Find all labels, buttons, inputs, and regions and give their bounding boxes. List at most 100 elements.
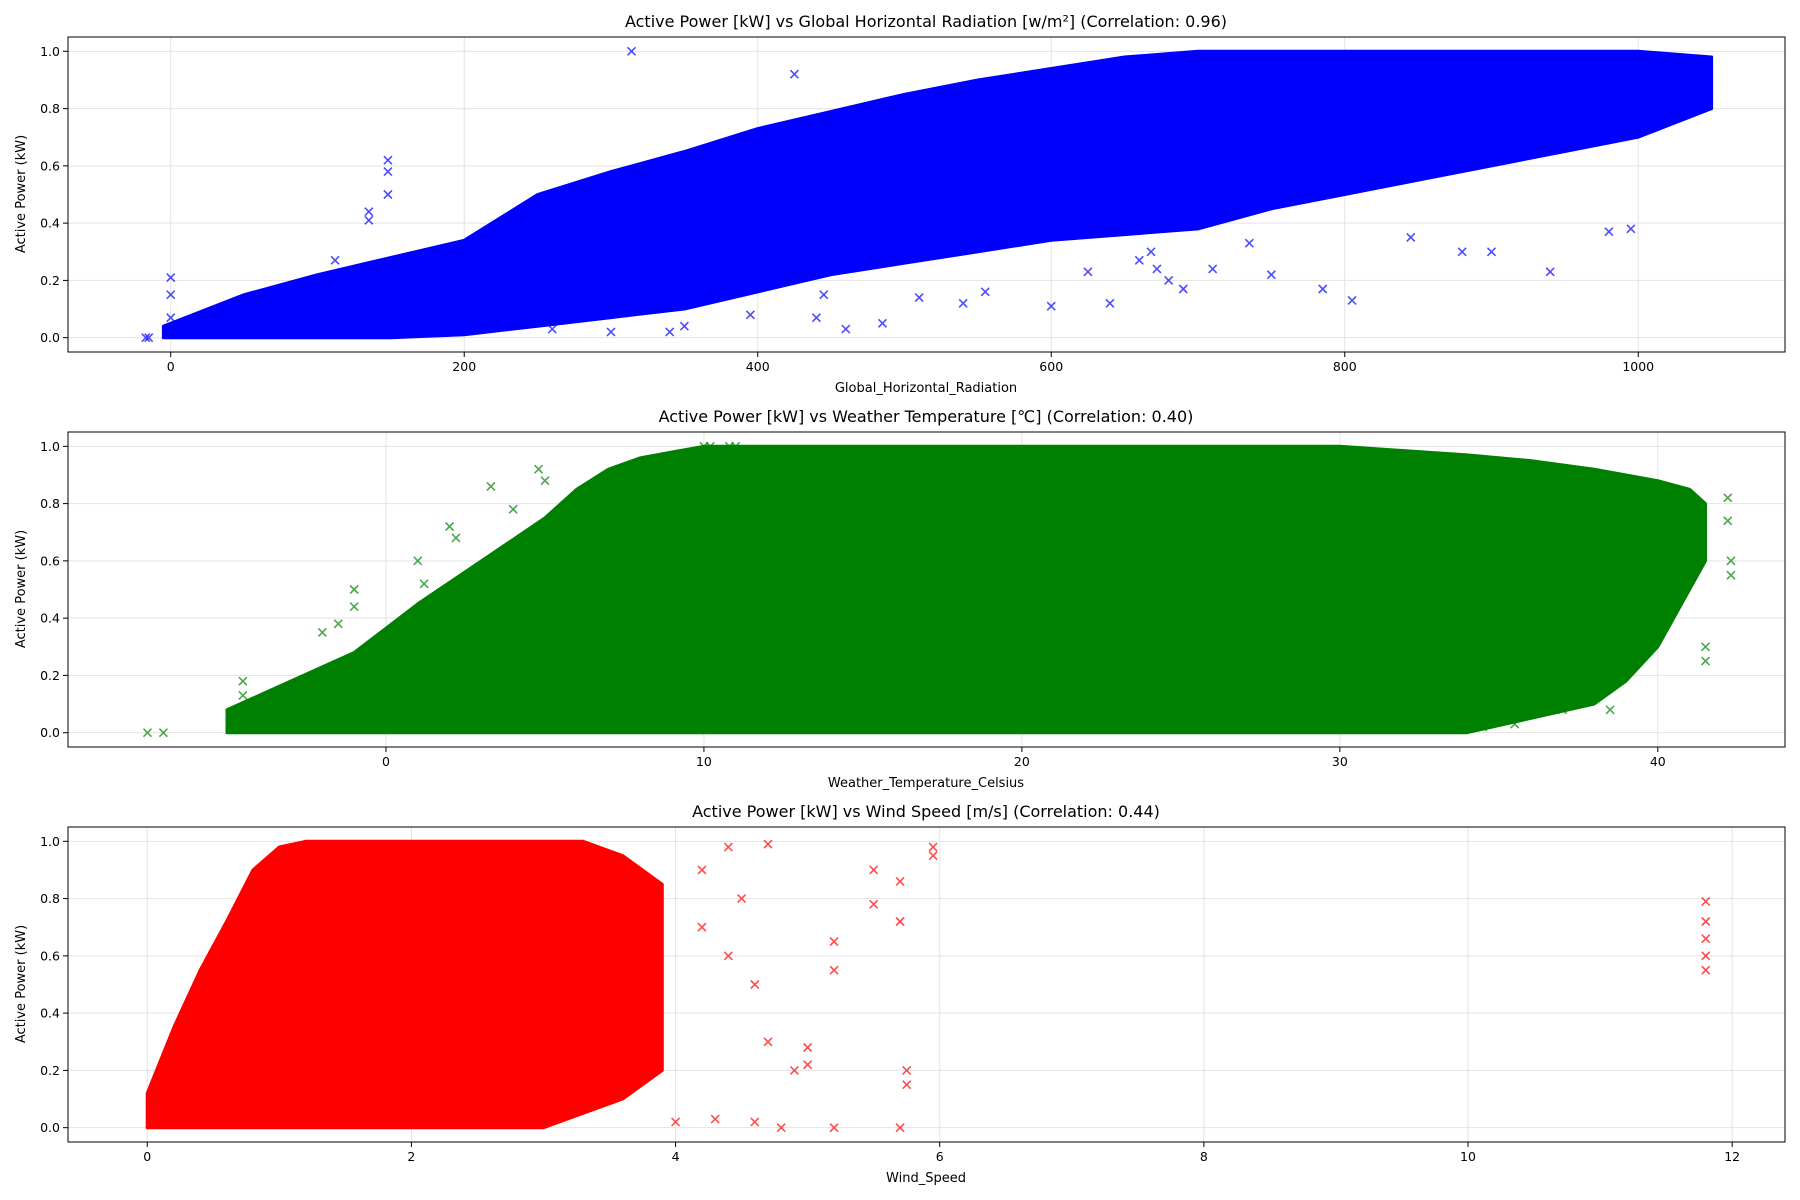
data-point — [1083, 267, 1093, 277]
data-point — [1605, 705, 1615, 715]
data-point — [1723, 493, 1733, 503]
data-point — [679, 321, 689, 331]
data-point — [1152, 264, 1162, 274]
axis-ticks: 0 2 4 6 8 10 12 0.0 0.2 0.4 0.6 0.8 1.0 — [40, 834, 1740, 1164]
data-point — [803, 1042, 813, 1053]
data-point — [547, 324, 557, 334]
data-point — [444, 521, 455, 532]
data-point — [1545, 267, 1555, 277]
x-tick-label: 10 — [1460, 1149, 1476, 1164]
data-point — [914, 293, 924, 303]
x-tick-label: 6 — [936, 1149, 944, 1164]
data-point — [776, 1123, 786, 1133]
data-point — [1318, 284, 1328, 294]
data-points — [141, 46, 1636, 343]
data-point — [928, 851, 938, 861]
data-point — [829, 965, 839, 975]
data-points — [142, 441, 1736, 738]
data-point — [980, 287, 990, 297]
y-tick-label: 0.6 — [40, 158, 60, 173]
data-point — [1347, 295, 1357, 306]
data-point — [166, 290, 176, 300]
y-tick-label: 0.0 — [40, 725, 60, 740]
data-point — [349, 602, 359, 612]
data-point — [540, 476, 550, 486]
x-tick-label: 4 — [672, 1149, 680, 1164]
x-tick-label: 600 — [1039, 359, 1063, 374]
point-cloud — [145, 839, 664, 1130]
x-axis-label: Wind_Speed — [886, 1171, 966, 1186]
data-band — [225, 444, 1707, 735]
data-point — [750, 979, 760, 990]
point-cloud — [161, 49, 1714, 340]
y-tick-label: 0.6 — [40, 948, 60, 963]
data-point — [238, 676, 248, 686]
temperature-scatter-panel: Active Power [kW] vs Weather Temperature… — [14, 407, 1786, 791]
y-tick-label: 0.2 — [40, 668, 60, 683]
data-point — [1669, 599, 1679, 609]
data-point — [745, 310, 755, 320]
data-point — [451, 533, 461, 543]
data-point — [811, 313, 822, 323]
data-point — [1478, 722, 1488, 732]
y-tick-label: 1.0 — [40, 834, 60, 849]
data-point — [902, 1065, 912, 1075]
data-point — [1208, 264, 1218, 274]
wind-speed-scatter-panel: Active Power [kW] vs Wind Speed [m/s] (C… — [14, 802, 1786, 1186]
data-point — [789, 69, 799, 79]
x-tick-label: 200 — [452, 359, 476, 374]
x-axis-label: Weather_Temperature_Celsius — [828, 776, 1024, 791]
data-point — [1701, 916, 1711, 927]
data-point — [1604, 227, 1614, 237]
data-point — [841, 324, 851, 334]
data-point — [665, 327, 675, 337]
data-point — [750, 1117, 760, 1127]
x-tick-label: 2 — [407, 1149, 415, 1164]
x-tick-label: 1000 — [1622, 359, 1654, 374]
x-tick-label: 12 — [1724, 1149, 1740, 1164]
data-point — [895, 876, 905, 886]
x-tick-label: 40 — [1650, 754, 1666, 769]
data-point — [534, 464, 544, 474]
data-point — [829, 936, 839, 947]
data-point — [158, 728, 168, 738]
radiation-scatter-panel: Active Power [kW] vs Global Horizontal R… — [14, 12, 1786, 396]
data-band — [161, 49, 1714, 340]
data-point — [958, 298, 968, 308]
y-axis-label: Active Power (kW) — [14, 135, 29, 253]
data-point — [1510, 719, 1520, 729]
data-point — [606, 327, 616, 337]
data-point — [1146, 247, 1156, 257]
plot-frame — [67, 431, 1786, 748]
data-point — [1726, 570, 1736, 580]
chart-title: Active Power [kW] vs Global Horizontal R… — [625, 12, 1227, 31]
data-point — [710, 1114, 720, 1124]
data-point — [895, 916, 905, 927]
data-point — [1178, 284, 1188, 294]
data-point — [1457, 247, 1467, 257]
y-axis-label: Active Power (kW) — [14, 530, 29, 648]
y-tick-label: 0.0 — [40, 330, 60, 345]
x-tick-label: 0 — [143, 1149, 151, 1164]
data-point — [626, 46, 637, 56]
data-band — [145, 839, 664, 1130]
data-point — [413, 556, 423, 566]
data-point — [349, 584, 359, 595]
chart-title: Active Power [kW] vs Weather Temperature… — [659, 407, 1194, 426]
data-point — [486, 481, 496, 491]
data-point — [1046, 301, 1056, 311]
data-point — [1701, 934, 1711, 944]
data-point — [142, 728, 153, 738]
data-point — [238, 690, 248, 701]
plot-frame — [67, 36, 1786, 353]
data-point — [317, 627, 327, 638]
data-point — [166, 313, 176, 323]
data-point — [383, 155, 393, 165]
data-point — [763, 1037, 773, 1047]
data-point — [1557, 705, 1567, 715]
data-point — [1134, 255, 1144, 265]
y-tick-label: 1.0 — [40, 439, 60, 454]
axis-ticks: 0 10 20 30 40 0.0 0.2 0.4 0.6 0.8 1.0 — [40, 439, 1666, 769]
data-point — [829, 1123, 839, 1133]
data-point — [166, 272, 176, 283]
